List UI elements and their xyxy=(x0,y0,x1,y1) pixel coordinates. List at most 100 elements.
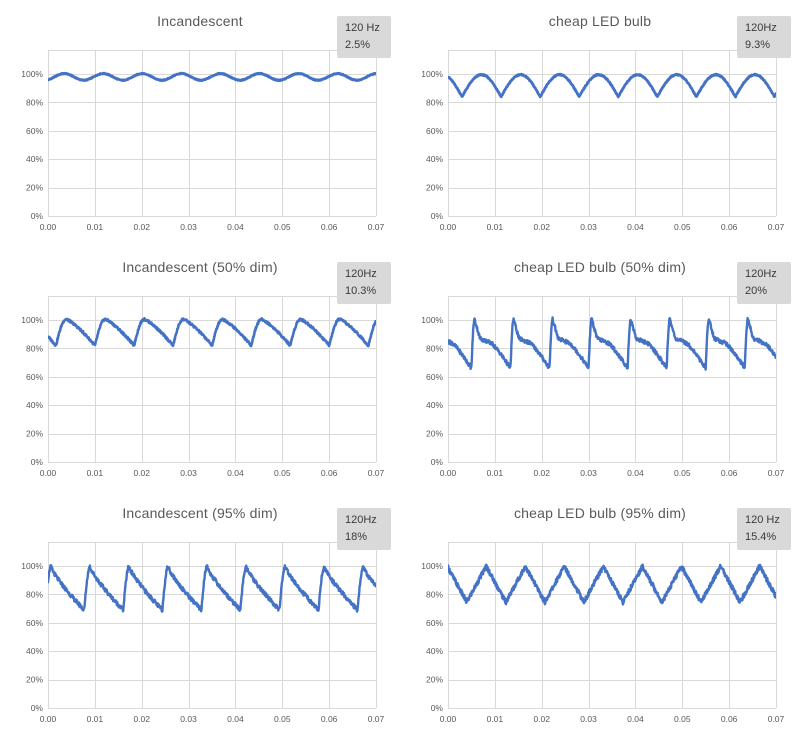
chart-panel-4: cheap LED bulb (50% dim) 0% 20% 40% 60% 80% 10… xyxy=(400,246,800,492)
badge-frequency: 120 Hz xyxy=(345,22,380,34)
badge-flicker-percent: 18% xyxy=(345,530,368,543)
y-tick-label: 0% xyxy=(31,703,44,713)
x-tick-label: 0.07 xyxy=(768,468,785,478)
y-tick-label: 60% xyxy=(426,618,443,628)
y-tick-label: 80% xyxy=(426,343,443,353)
chart-title: Incandescent xyxy=(157,13,243,29)
y-tick-label: 60% xyxy=(426,372,443,382)
x-tick-label: 0.03 xyxy=(580,714,597,724)
x-tick-label: 0.07 xyxy=(768,714,785,724)
chart-plot: 0% 20% 40% 60% 80% 100% 0.00 0.01 0.02 0.03 0.04 0.… xyxy=(421,542,785,724)
chart-title: Incandescent (95% dim) xyxy=(122,505,278,521)
y-tick-label: 100% xyxy=(21,315,43,325)
x-tick-label: 0.04 xyxy=(227,222,244,232)
x-tick-label: 0.03 xyxy=(180,468,197,478)
badge-frequency: 120Hz xyxy=(345,514,377,526)
y-tick-label: 0% xyxy=(31,211,44,221)
badge-flicker-percent: 2.5% xyxy=(345,38,371,51)
y-tick-label: 0% xyxy=(31,457,44,467)
flicker-badge: 120Hz 9.3% xyxy=(737,16,791,58)
waveform-line xyxy=(448,72,776,99)
x-tick-label: 0.05 xyxy=(274,714,291,724)
y-tick-label: 0% xyxy=(431,211,444,221)
x-tick-label: 0.06 xyxy=(321,222,338,232)
flicker-badge: 120Hz 10.3% xyxy=(337,262,391,304)
x-tick-label: 0.02 xyxy=(133,468,150,478)
x-tick-label: 0.03 xyxy=(180,714,197,724)
x-tick-label: 0.01 xyxy=(487,468,504,478)
y-tick-label: 20% xyxy=(426,183,443,193)
chart-panel-3: Incandescent (50% dim) 0% 20% 40% 60% 80% 100%… xyxy=(0,246,400,492)
x-tick-label: 0.00 xyxy=(440,468,457,478)
x-tick-label: 0.00 xyxy=(40,468,57,478)
flicker-badge: 120 Hz 2.5% xyxy=(337,16,391,58)
x-tick-label: 0.07 xyxy=(768,222,785,232)
y-tick-label: 60% xyxy=(26,372,43,382)
x-tick-label: 0.06 xyxy=(321,468,338,478)
x-tick-label: 0.07 xyxy=(368,714,385,724)
y-tick-label: 40% xyxy=(426,646,443,656)
chart-title: cheap LED bulb (50% dim) xyxy=(513,259,687,275)
x-tick-label: 0.06 xyxy=(721,468,738,478)
flicker-badge: 120 Hz 15.4% xyxy=(737,508,791,550)
chart-panel-6: cheap LED bulb (95% dim) 0% 20% 40% 60% 80% 10… xyxy=(400,492,800,739)
y-tick-label: 40% xyxy=(26,646,43,656)
x-tick-label: 0.05 xyxy=(274,222,291,232)
y-tick-label: 100% xyxy=(421,315,443,325)
x-tick-label: 0.02 xyxy=(133,714,150,724)
chart-panel-1: Incandescent 0% 20% 40% 60% 80% 100% 0.00 0.01 0.… xyxy=(0,0,400,246)
x-tick-label: 0.01 xyxy=(87,222,104,232)
y-tick-label: 60% xyxy=(426,126,443,136)
y-tick-label: 40% xyxy=(426,154,443,164)
x-tick-label: 0.01 xyxy=(487,714,504,724)
chart-plot: 0% 20% 40% 60% 80% 100% 0.00 0.01 0.02 0.03 0.04 0.… xyxy=(21,542,385,724)
x-tick-label: 0.02 xyxy=(533,468,550,478)
y-tick-label: 80% xyxy=(426,589,443,599)
y-tick-label: 80% xyxy=(26,97,43,107)
x-tick-label: 0.05 xyxy=(274,468,291,478)
x-tick-label: 0.01 xyxy=(87,714,104,724)
x-tick-label: 0.02 xyxy=(133,222,150,232)
y-tick-label: 100% xyxy=(21,69,43,79)
badge-frequency: 120Hz xyxy=(745,22,777,34)
y-tick-label: 40% xyxy=(426,400,443,410)
waveform-line xyxy=(48,564,376,613)
x-tick-label: 0.07 xyxy=(368,468,385,478)
x-tick-label: 0.01 xyxy=(87,468,104,478)
chart-plot: 0% 20% 40% 60% 80% 100% 0.00 0.01 0.02 0.03 0.04 0.… xyxy=(21,296,385,478)
x-tick-label: 0.00 xyxy=(440,714,457,724)
badge-frequency: 120Hz xyxy=(345,268,377,280)
chart-title: Incandescent (50% dim) xyxy=(122,259,278,275)
y-tick-label: 80% xyxy=(426,97,443,107)
x-tick-label: 0.04 xyxy=(627,222,644,232)
y-tick-label: 60% xyxy=(26,618,43,628)
x-tick-label: 0.05 xyxy=(674,714,691,724)
x-tick-label: 0.03 xyxy=(580,222,597,232)
x-tick-label: 0.07 xyxy=(368,222,385,232)
x-tick-label: 0.05 xyxy=(674,222,691,232)
badge-frequency: 120Hz xyxy=(745,268,777,280)
chart-title: cheap LED bulb (95% dim) xyxy=(513,505,687,521)
y-tick-label: 40% xyxy=(26,154,43,164)
x-tick-label: 0.04 xyxy=(227,468,244,478)
y-tick-label: 20% xyxy=(426,675,443,685)
waveform-line xyxy=(48,316,376,348)
flicker-badge: 120Hz 18% xyxy=(337,508,391,550)
waveform-line xyxy=(448,563,776,606)
badge-flicker-percent: 15.4% xyxy=(745,530,777,543)
y-tick-label: 80% xyxy=(26,589,43,599)
chart-panel-2: cheap LED bulb 0% 20% 40% 60% 80% 100% 0.00 0.01… xyxy=(400,0,800,246)
chart-title: cheap LED bulb xyxy=(548,13,652,29)
x-tick-label: 0.03 xyxy=(580,468,597,478)
x-tick-label: 0.03 xyxy=(180,222,197,232)
y-tick-label: 0% xyxy=(431,703,444,713)
x-tick-label: 0.00 xyxy=(40,714,57,724)
x-tick-label: 0.06 xyxy=(721,714,738,724)
x-tick-label: 0.00 xyxy=(440,222,457,232)
y-tick-label: 40% xyxy=(26,400,43,410)
y-tick-label: 100% xyxy=(421,69,443,79)
x-tick-label: 0.02 xyxy=(533,714,550,724)
y-tick-label: 100% xyxy=(421,561,443,571)
y-tick-label: 20% xyxy=(426,429,443,439)
